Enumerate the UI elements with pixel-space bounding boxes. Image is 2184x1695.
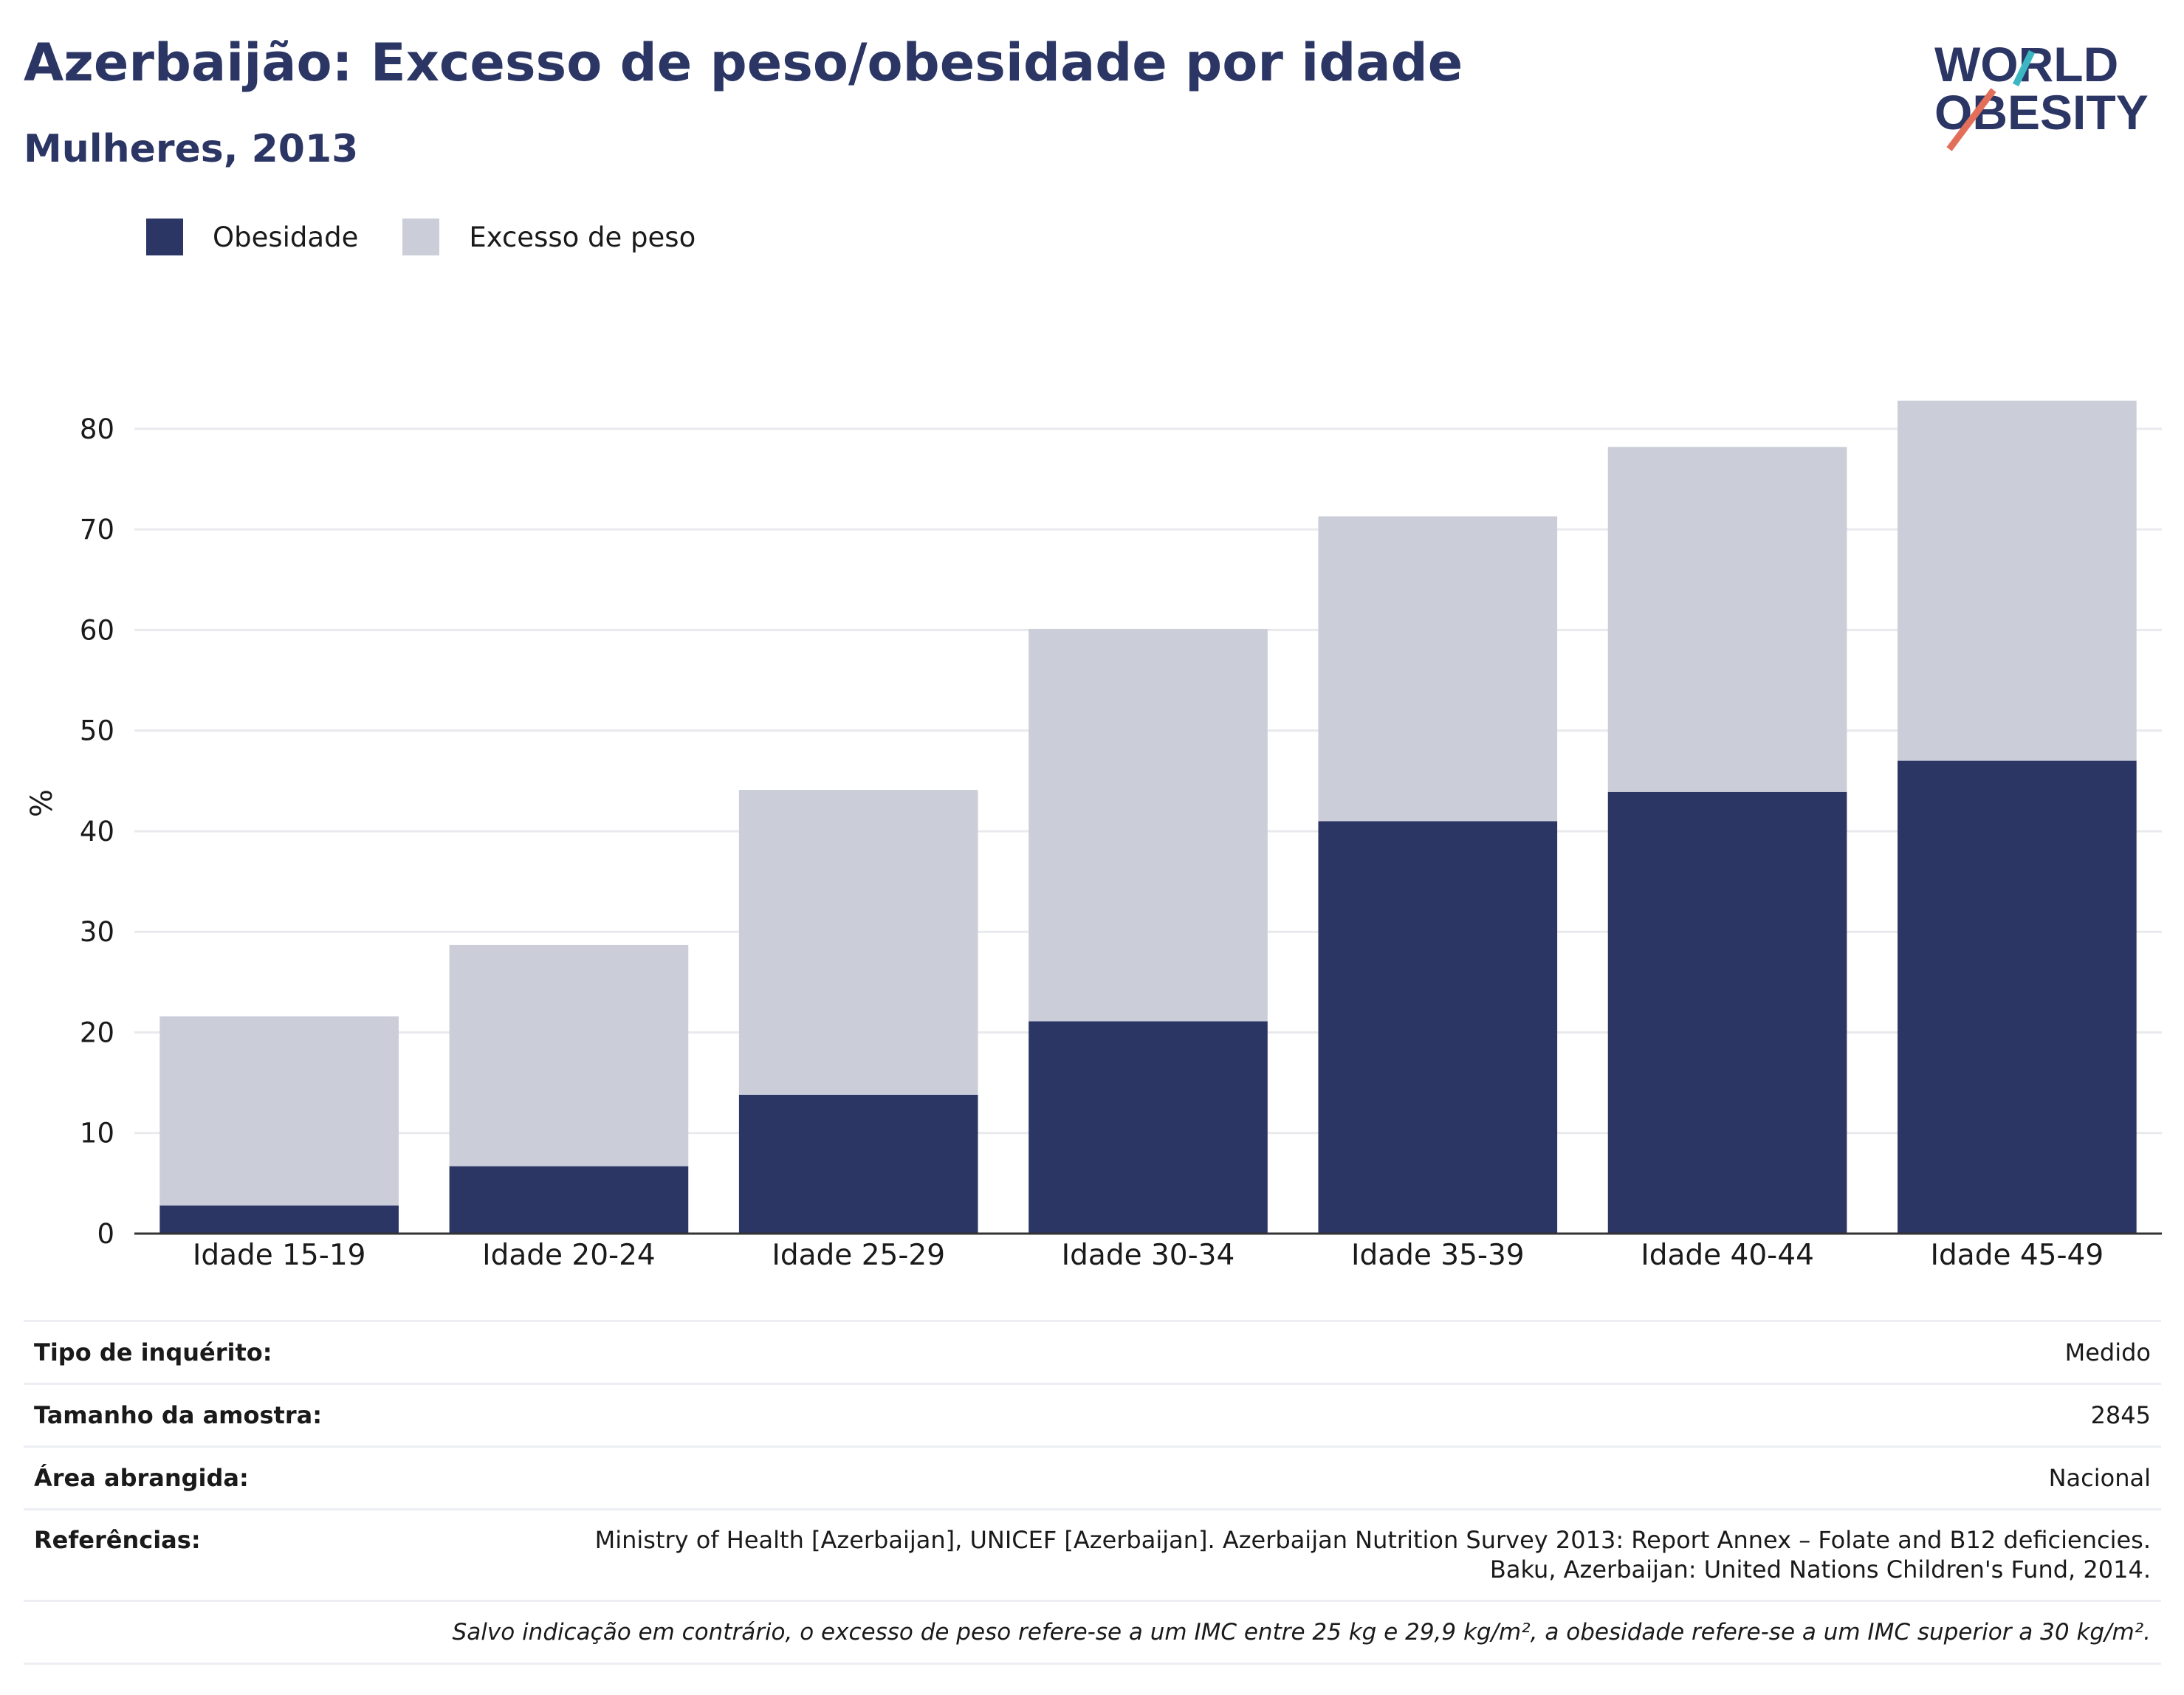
info-row-area: Área abrangida: Nacional bbox=[24, 1445, 2161, 1508]
y-tick-label-50: 50 bbox=[80, 715, 114, 747]
footnote: Salvo indicação em contrário, o excesso … bbox=[24, 1600, 2161, 1665]
logo-slash-coral bbox=[1946, 88, 1996, 151]
x-tick-label-5: Idade 35-39 bbox=[1351, 1239, 1525, 1272]
chart-title: Azerbaijão: Excesso de peso/obesidade po… bbox=[24, 32, 1463, 93]
references-value: Ministry of Health [Azerbaijan], UNICEF … bbox=[595, 1525, 2151, 1600]
bar-overweight-5 bbox=[1318, 516, 1558, 822]
logo-slash-teal bbox=[2012, 50, 2036, 86]
y-tick-label-70: 70 bbox=[80, 514, 114, 546]
info-row-sample-size: Tamanho da amostra: 2845 bbox=[24, 1383, 2161, 1445]
bar-overweight-3 bbox=[738, 790, 978, 1095]
legend-swatch-overweight bbox=[402, 219, 440, 255]
bar-overweight-6 bbox=[1607, 447, 1847, 792]
x-tick-label-6: Idade 40-44 bbox=[1641, 1239, 1814, 1272]
bar-overweight-1 bbox=[159, 1016, 399, 1206]
legend-swatch-obesity bbox=[146, 219, 183, 255]
x-tick-label-1: Idade 15-19 bbox=[193, 1239, 366, 1272]
bar-obesity-6 bbox=[1607, 791, 1847, 1234]
y-tick-label-60: 60 bbox=[80, 614, 114, 646]
bar-overweight-2 bbox=[449, 944, 689, 1166]
y-tick-label-0: 0 bbox=[97, 1218, 114, 1250]
survey-type-value: Medido bbox=[2064, 1338, 2151, 1366]
bar-obesity-3 bbox=[738, 1094, 978, 1234]
logo-line2: OBESITY bbox=[1934, 85, 2149, 140]
legend: Obesidade Excesso de peso bbox=[146, 219, 740, 255]
references-line2: Baku, Azerbaijan: United Nations Childre… bbox=[1489, 1555, 2151, 1584]
x-tick-label-4: Idade 30-34 bbox=[1062, 1239, 1235, 1272]
info-row-survey-type: Tipo de inquérito: Medido bbox=[24, 1320, 2161, 1383]
legend-label-obesity: Obesidade bbox=[213, 221, 359, 253]
y-tick-label-80: 80 bbox=[80, 413, 114, 445]
survey-type-label: Tipo de inquérito: bbox=[34, 1338, 272, 1366]
bar-obesity-4 bbox=[1029, 1021, 1268, 1234]
references-line1: Ministry of Health [Azerbaijan], UNICEF … bbox=[594, 1526, 2151, 1554]
bar-obesity-7 bbox=[1898, 760, 2137, 1234]
area-value: Nacional bbox=[2048, 1464, 2151, 1492]
y-tick-label-30: 30 bbox=[80, 916, 114, 948]
y-tick-label-10: 10 bbox=[80, 1118, 114, 1149]
references-label: Referências: bbox=[34, 1526, 201, 1554]
sample-size-label: Tamanho da amostra: bbox=[34, 1401, 322, 1429]
stacked-bar-chart: 0 10 20 30 40 50 60 70 80% Idade 15-19 Idade 20-24… bbox=[25, 400, 2162, 1272]
chart-subtitle: Mulheres, 2013 bbox=[24, 127, 359, 171]
y-axis-label: % bbox=[25, 789, 59, 817]
legend-label-overweight: Excesso de peso bbox=[469, 221, 696, 253]
sample-size-value: 2845 bbox=[2090, 1401, 2151, 1429]
y-tick-label-20: 20 bbox=[80, 1017, 114, 1048]
bar-overweight-4 bbox=[1029, 629, 1268, 1022]
area-label: Área abrangida: bbox=[34, 1464, 249, 1492]
bar-obesity-1 bbox=[159, 1205, 399, 1234]
bar-obesity-2 bbox=[449, 1166, 689, 1234]
x-tick-label-7: Idade 45-49 bbox=[1931, 1239, 2104, 1272]
bar-obesity-5 bbox=[1318, 821, 1558, 1234]
x-tick-label-3: Idade 25-29 bbox=[772, 1239, 945, 1272]
x-tick-label-2: Idade 20-24 bbox=[482, 1239, 656, 1272]
bar-overweight-7 bbox=[1898, 400, 2137, 761]
world-obesity-logo: WORLD OBESITY bbox=[1934, 37, 2149, 151]
info-row-references: Referências: Ministry of Health [Azerbai… bbox=[24, 1508, 2161, 1600]
y-tick-label-40: 40 bbox=[80, 816, 114, 848]
survey-info-table: Tipo de inquérito: Medido Tamanho da amo… bbox=[24, 1320, 2161, 1665]
